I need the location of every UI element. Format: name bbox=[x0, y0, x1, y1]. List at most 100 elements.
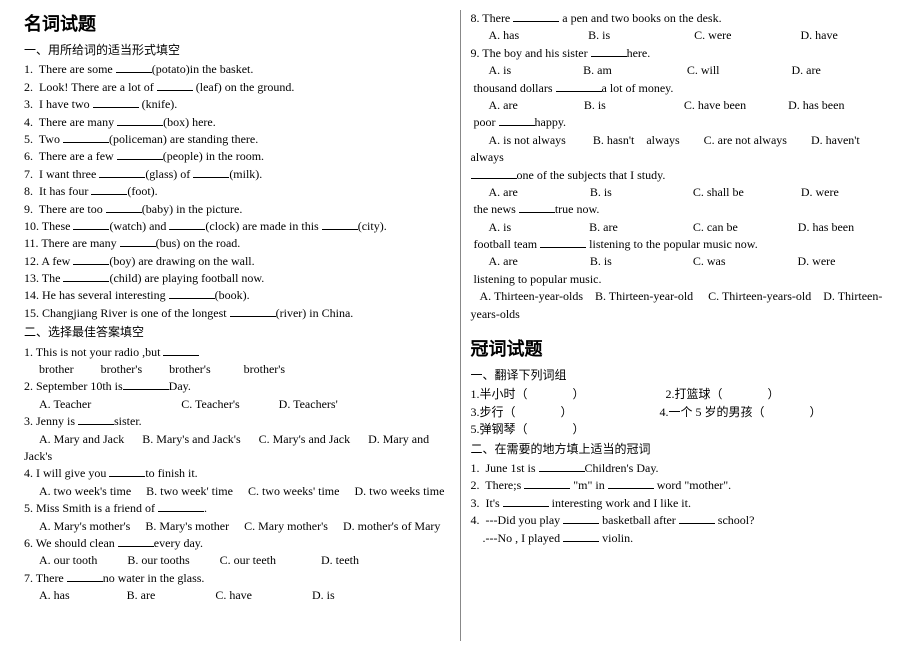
blank bbox=[322, 219, 358, 230]
rq8-opts: A. has B. is C. were D. have bbox=[471, 27, 897, 44]
left-column: 名词试题 一、用所给词的适当形式填空 1. There are some (po… bbox=[14, 10, 461, 641]
mc2: 2. September 10th isDay. bbox=[24, 378, 450, 395]
blank bbox=[117, 114, 163, 125]
mc3-opts: A. Mary and Jack B. Mary's and Jack's C.… bbox=[24, 431, 450, 466]
q9: 9. There are too (baby) in the picture. bbox=[24, 201, 450, 218]
a1: 1. June 1st is Children's Day. bbox=[471, 460, 897, 477]
rq12r: one of the subjects that I study. bbox=[471, 167, 897, 184]
blank bbox=[118, 536, 154, 547]
mc5-opts: A. Mary's mother's B. Mary's mother C. M… bbox=[24, 518, 450, 535]
rq12r-opts: A. are B. is C. shall be D. were bbox=[471, 184, 897, 201]
rq13r-opts: A. is B. are C. can be D. has been bbox=[471, 219, 897, 236]
blank bbox=[123, 379, 169, 390]
t1: 1.半小时（ ） 2.打篮球（ ） bbox=[471, 386, 897, 403]
mc6-opts: A. our tooth B. our tooths C. our teeth … bbox=[24, 552, 450, 569]
q2: 2. Look! There are a lot of (leaf) on th… bbox=[24, 79, 450, 96]
left-title: 名词试题 bbox=[24, 10, 450, 36]
blank bbox=[556, 80, 602, 91]
rq14r: football team listening to the popular m… bbox=[471, 236, 897, 253]
q3: 3. I have two (knife). bbox=[24, 96, 450, 113]
rq11r: poor happy. bbox=[471, 114, 897, 131]
blank bbox=[78, 414, 114, 425]
a2: 2. There;s "m" in word "mother". bbox=[471, 477, 897, 494]
rq10k: thousand dollars a lot of money. bbox=[471, 80, 897, 97]
blank bbox=[116, 62, 152, 73]
blank bbox=[163, 344, 199, 355]
q15: 15. Changjiang River is one of the longe… bbox=[24, 305, 450, 322]
mc1: 1. This is not your radio ,but bbox=[24, 344, 450, 361]
blank bbox=[120, 236, 156, 247]
blank bbox=[106, 201, 142, 212]
rq15r-opts: A. Thirteen-year-olds B. Thirteen-year-o… bbox=[471, 288, 897, 323]
mc4-opts: A. two week's time B. two week' time C. … bbox=[24, 483, 450, 500]
sec1-head: 一、用所给词的适当形式填空 bbox=[24, 42, 450, 59]
q11: 11. There are many (bus) on the road. bbox=[24, 235, 450, 252]
rq9: 9. The boy and his sister here. bbox=[471, 45, 897, 62]
sec4-head: 二、在需要的地方填上适当的冠词 bbox=[471, 441, 897, 458]
t5: 5.弹钢琴（ ） bbox=[471, 421, 897, 438]
blank bbox=[99, 166, 145, 177]
blank bbox=[193, 166, 229, 177]
sec3-head: 一、翻译下列词组 bbox=[471, 367, 897, 384]
blank bbox=[499, 115, 535, 126]
blank bbox=[63, 271, 109, 282]
mc3: 3. Jenny is sister. bbox=[24, 413, 450, 430]
blank bbox=[679, 513, 715, 524]
q12: 12. A few (boy) are drawing on the wall. bbox=[24, 253, 450, 270]
q13: 13. The (child) are playing football now… bbox=[24, 270, 450, 287]
q1: 1. There are some (potato)in the basket. bbox=[24, 61, 450, 78]
a3: 3. It's interesting work and I like it. bbox=[471, 495, 897, 512]
mc1-opts: brother brother's brother's brother's bbox=[24, 361, 450, 378]
q7: 7. I want three (glass) of (milk). bbox=[24, 166, 450, 183]
q10: 10. These (watch) and (clock) are made i… bbox=[24, 218, 450, 235]
blank bbox=[109, 466, 145, 477]
blank bbox=[117, 149, 163, 160]
blank bbox=[230, 305, 276, 316]
right-column: 8. There a pen and two books on the desk… bbox=[461, 10, 907, 641]
blank bbox=[169, 288, 215, 299]
rq10k-opts: A. are B. is C. have been D. has been bbox=[471, 97, 897, 114]
blank bbox=[169, 219, 205, 230]
q4: 4. There are many (box) here. bbox=[24, 114, 450, 131]
q5: 5. Two (policeman) are standing there. bbox=[24, 131, 450, 148]
mc2-opts: A. Teacher C. Teacher's D. Teachers' bbox=[24, 396, 450, 413]
rq8: 8. There a pen and two books on the desk… bbox=[471, 10, 897, 27]
rq11r-opts: A. is not always B. hasn't always C. are… bbox=[471, 132, 897, 167]
mc7-opts: A. has B. are C. have D. is bbox=[24, 587, 450, 604]
sec2-head: 二、选择最佳答案填空 bbox=[24, 324, 450, 341]
right-title: 冠词试题 bbox=[471, 335, 897, 361]
rq13r: the news true now. bbox=[471, 201, 897, 218]
blank bbox=[158, 501, 204, 512]
blank bbox=[471, 167, 517, 178]
blank bbox=[539, 461, 585, 472]
blank bbox=[563, 530, 599, 541]
rq15r: listening to popular music. bbox=[471, 271, 897, 288]
a4: 4. ---Did you play basketball after scho… bbox=[471, 512, 897, 529]
blank bbox=[540, 237, 586, 248]
blank bbox=[591, 45, 627, 56]
q6: 6. There are a few (people) in the room. bbox=[24, 148, 450, 165]
blank bbox=[63, 132, 109, 143]
mc4: 4. I will give you to finish it. bbox=[24, 465, 450, 482]
a4-2: .---No , I played violin. bbox=[471, 530, 897, 547]
blank bbox=[513, 11, 559, 22]
blank bbox=[73, 219, 109, 230]
mc7: 7. There no water in the glass. bbox=[24, 570, 450, 587]
mc5: 5. Miss Smith is a friend of . bbox=[24, 500, 450, 517]
blank bbox=[608, 478, 654, 489]
blank bbox=[93, 97, 139, 108]
blank bbox=[73, 253, 109, 264]
blank bbox=[67, 570, 103, 581]
mc6: 6. We should clean every day. bbox=[24, 535, 450, 552]
blank bbox=[503, 495, 549, 506]
rq9-opts: A. is B. am C. will D. are bbox=[471, 62, 897, 79]
blank bbox=[519, 202, 555, 213]
blank bbox=[524, 478, 570, 489]
rq14r-opts: A. are B. is C. was D. were bbox=[471, 253, 897, 270]
q8: 8. It has four (foot). bbox=[24, 183, 450, 200]
q14: 14. He has several interesting (book). bbox=[24, 287, 450, 304]
blank bbox=[91, 184, 127, 195]
blank bbox=[563, 513, 599, 524]
t3: 3.步行（ ） 4.一个 5 岁的男孩（ ） bbox=[471, 404, 897, 421]
blank bbox=[157, 79, 193, 90]
